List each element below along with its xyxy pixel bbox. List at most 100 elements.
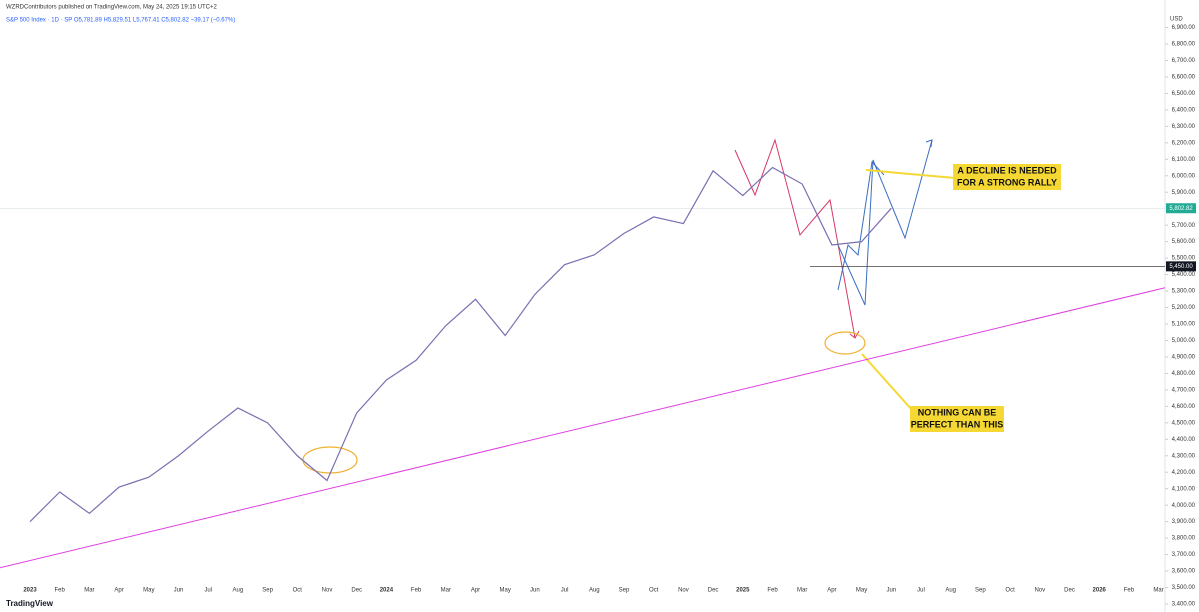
y-tick-label: 5,000.00 bbox=[1172, 338, 1196, 344]
x-tick-label: Aug bbox=[233, 588, 244, 594]
x-tick-label: Oct bbox=[293, 588, 303, 594]
annotation: FOR A STRONG RALLY bbox=[957, 177, 1057, 187]
y-tick-label: 5,600.00 bbox=[1172, 239, 1196, 245]
drawing-path bbox=[837, 160, 885, 291]
x-tick-label: May bbox=[500, 588, 511, 594]
x-tick-label: 2026 bbox=[1093, 588, 1107, 594]
y-tick-label: 6,400.00 bbox=[1172, 107, 1196, 113]
x-tick-label: Nov bbox=[322, 588, 333, 594]
x-tick-label: Sep bbox=[975, 588, 986, 594]
y-tick-label: 5,900.00 bbox=[1172, 190, 1196, 196]
x-tick-label: Feb bbox=[1124, 588, 1135, 594]
x-tick-label: Apr bbox=[114, 588, 123, 594]
y-tick-label: 3,700.00 bbox=[1172, 552, 1196, 558]
y-tick-label: 5,400.00 bbox=[1172, 272, 1196, 278]
y-tick-label: 4,600.00 bbox=[1172, 404, 1196, 410]
x-tick-label: 2025 bbox=[736, 588, 750, 594]
y-tick-label: 3,900.00 bbox=[1172, 519, 1196, 525]
callout-line bbox=[861, 353, 913, 411]
price-line bbox=[29, 166, 892, 523]
legend: S&P 500 Index · 1D · SP O5,781.89 H5,829… bbox=[6, 18, 235, 24]
axis-title: USD bbox=[1170, 17, 1183, 23]
x-tick-label: Jun bbox=[174, 588, 184, 594]
y-tick-label: 4,700.00 bbox=[1172, 387, 1196, 393]
annotation: NOTHING CAN BE bbox=[918, 407, 997, 417]
x-tick-label: Nov bbox=[678, 588, 689, 594]
x-tick-label: May bbox=[143, 588, 154, 594]
arrow-head bbox=[925, 139, 933, 148]
x-tick-label: Jul bbox=[917, 588, 925, 594]
x-tick-label: Jun bbox=[886, 588, 896, 594]
price-label: 5,802.82 bbox=[1169, 206, 1193, 212]
footer-logo: TradingView bbox=[6, 599, 54, 608]
callout-box bbox=[910, 406, 1004, 432]
y-tick-label: 3,800.00 bbox=[1172, 536, 1196, 542]
callout-box bbox=[953, 164, 1061, 190]
x-tick-label: Mar bbox=[1153, 588, 1163, 594]
y-tick-label: 6,300.00 bbox=[1172, 124, 1196, 130]
x-tick-label: Nov bbox=[1034, 588, 1045, 594]
x-tick-label: Sep bbox=[262, 588, 273, 594]
y-tick-label: 6,000.00 bbox=[1172, 173, 1196, 179]
x-tick-label: Apr bbox=[827, 588, 836, 594]
y-tick-label: 6,500.00 bbox=[1172, 91, 1196, 97]
y-tick-label: 3,500.00 bbox=[1172, 585, 1196, 591]
y-tick-label: 5,100.00 bbox=[1172, 322, 1196, 328]
x-tick-label: Feb bbox=[767, 588, 778, 594]
highlight bbox=[302, 446, 358, 474]
y-tick-label: 6,800.00 bbox=[1172, 42, 1196, 48]
y-tick-label: 6,100.00 bbox=[1172, 157, 1196, 163]
y-tick-label: 4,300.00 bbox=[1172, 453, 1196, 459]
y-tick-label: 6,600.00 bbox=[1172, 75, 1196, 81]
x-tick-label: Mar bbox=[84, 588, 94, 594]
y-tick-label: 5,200.00 bbox=[1172, 305, 1196, 311]
x-tick-label: Dec bbox=[351, 588, 362, 594]
price-label: 5,450.00 bbox=[1169, 264, 1193, 270]
y-tick-label: 3,400.00 bbox=[1172, 602, 1196, 608]
x-tick-label: 2023 bbox=[23, 588, 37, 594]
highlight bbox=[824, 331, 866, 355]
price-label-bg bbox=[1166, 261, 1196, 272]
x-tick-label: Apr bbox=[471, 588, 480, 594]
annotation: A DECLINE IS NEEDED bbox=[957, 165, 1057, 175]
x-tick-label: Jun bbox=[530, 588, 540, 594]
y-tick-label: 5,500.00 bbox=[1172, 256, 1196, 262]
y-tick-label: 6,700.00 bbox=[1172, 58, 1196, 64]
y-tick-label: 4,100.00 bbox=[1172, 486, 1196, 492]
callout-line bbox=[865, 169, 956, 179]
trendline bbox=[0, 287, 1166, 569]
x-tick-label: Dec bbox=[708, 588, 719, 594]
x-tick-label: Dec bbox=[1064, 588, 1075, 594]
x-tick-label: Aug bbox=[589, 588, 600, 594]
x-tick-label: Oct bbox=[1005, 588, 1015, 594]
y-tick-label: 4,500.00 bbox=[1172, 420, 1196, 426]
price-label-bg bbox=[1166, 203, 1196, 214]
x-tick-label: Mar bbox=[441, 588, 451, 594]
x-tick-label: Mar bbox=[797, 588, 807, 594]
annotation: PERFECT THAN THIS bbox=[911, 419, 1004, 429]
y-tick-label: 6,200.00 bbox=[1172, 140, 1196, 146]
y-tick-label: 4,900.00 bbox=[1172, 355, 1196, 361]
y-tick-label: 5,300.00 bbox=[1172, 289, 1196, 295]
y-tick-label: 6,900.00 bbox=[1172, 25, 1196, 31]
x-tick-label: Sep bbox=[619, 588, 630, 594]
x-tick-label: 2024 bbox=[380, 588, 394, 594]
drawing-path bbox=[734, 138, 856, 339]
y-tick-label: 4,800.00 bbox=[1172, 371, 1196, 377]
header: WZRDContributors published on TradingVie… bbox=[6, 5, 217, 11]
x-tick-label: Feb bbox=[411, 588, 422, 594]
x-tick-label: Oct bbox=[649, 588, 659, 594]
y-tick-label: 5,700.00 bbox=[1172, 223, 1196, 229]
x-tick-label: Feb bbox=[55, 588, 66, 594]
y-tick-label: 3,600.00 bbox=[1172, 569, 1196, 575]
x-tick-label: Jul bbox=[204, 588, 212, 594]
x-tick-label: Aug bbox=[945, 588, 956, 594]
x-tick-label: May bbox=[856, 588, 867, 594]
y-tick-label: 4,200.00 bbox=[1172, 470, 1196, 476]
x-tick-label: Jul bbox=[561, 588, 569, 594]
y-tick-label: 4,400.00 bbox=[1172, 437, 1196, 443]
y-tick-label: 4,000.00 bbox=[1172, 503, 1196, 509]
drawing-path bbox=[837, 139, 933, 306]
